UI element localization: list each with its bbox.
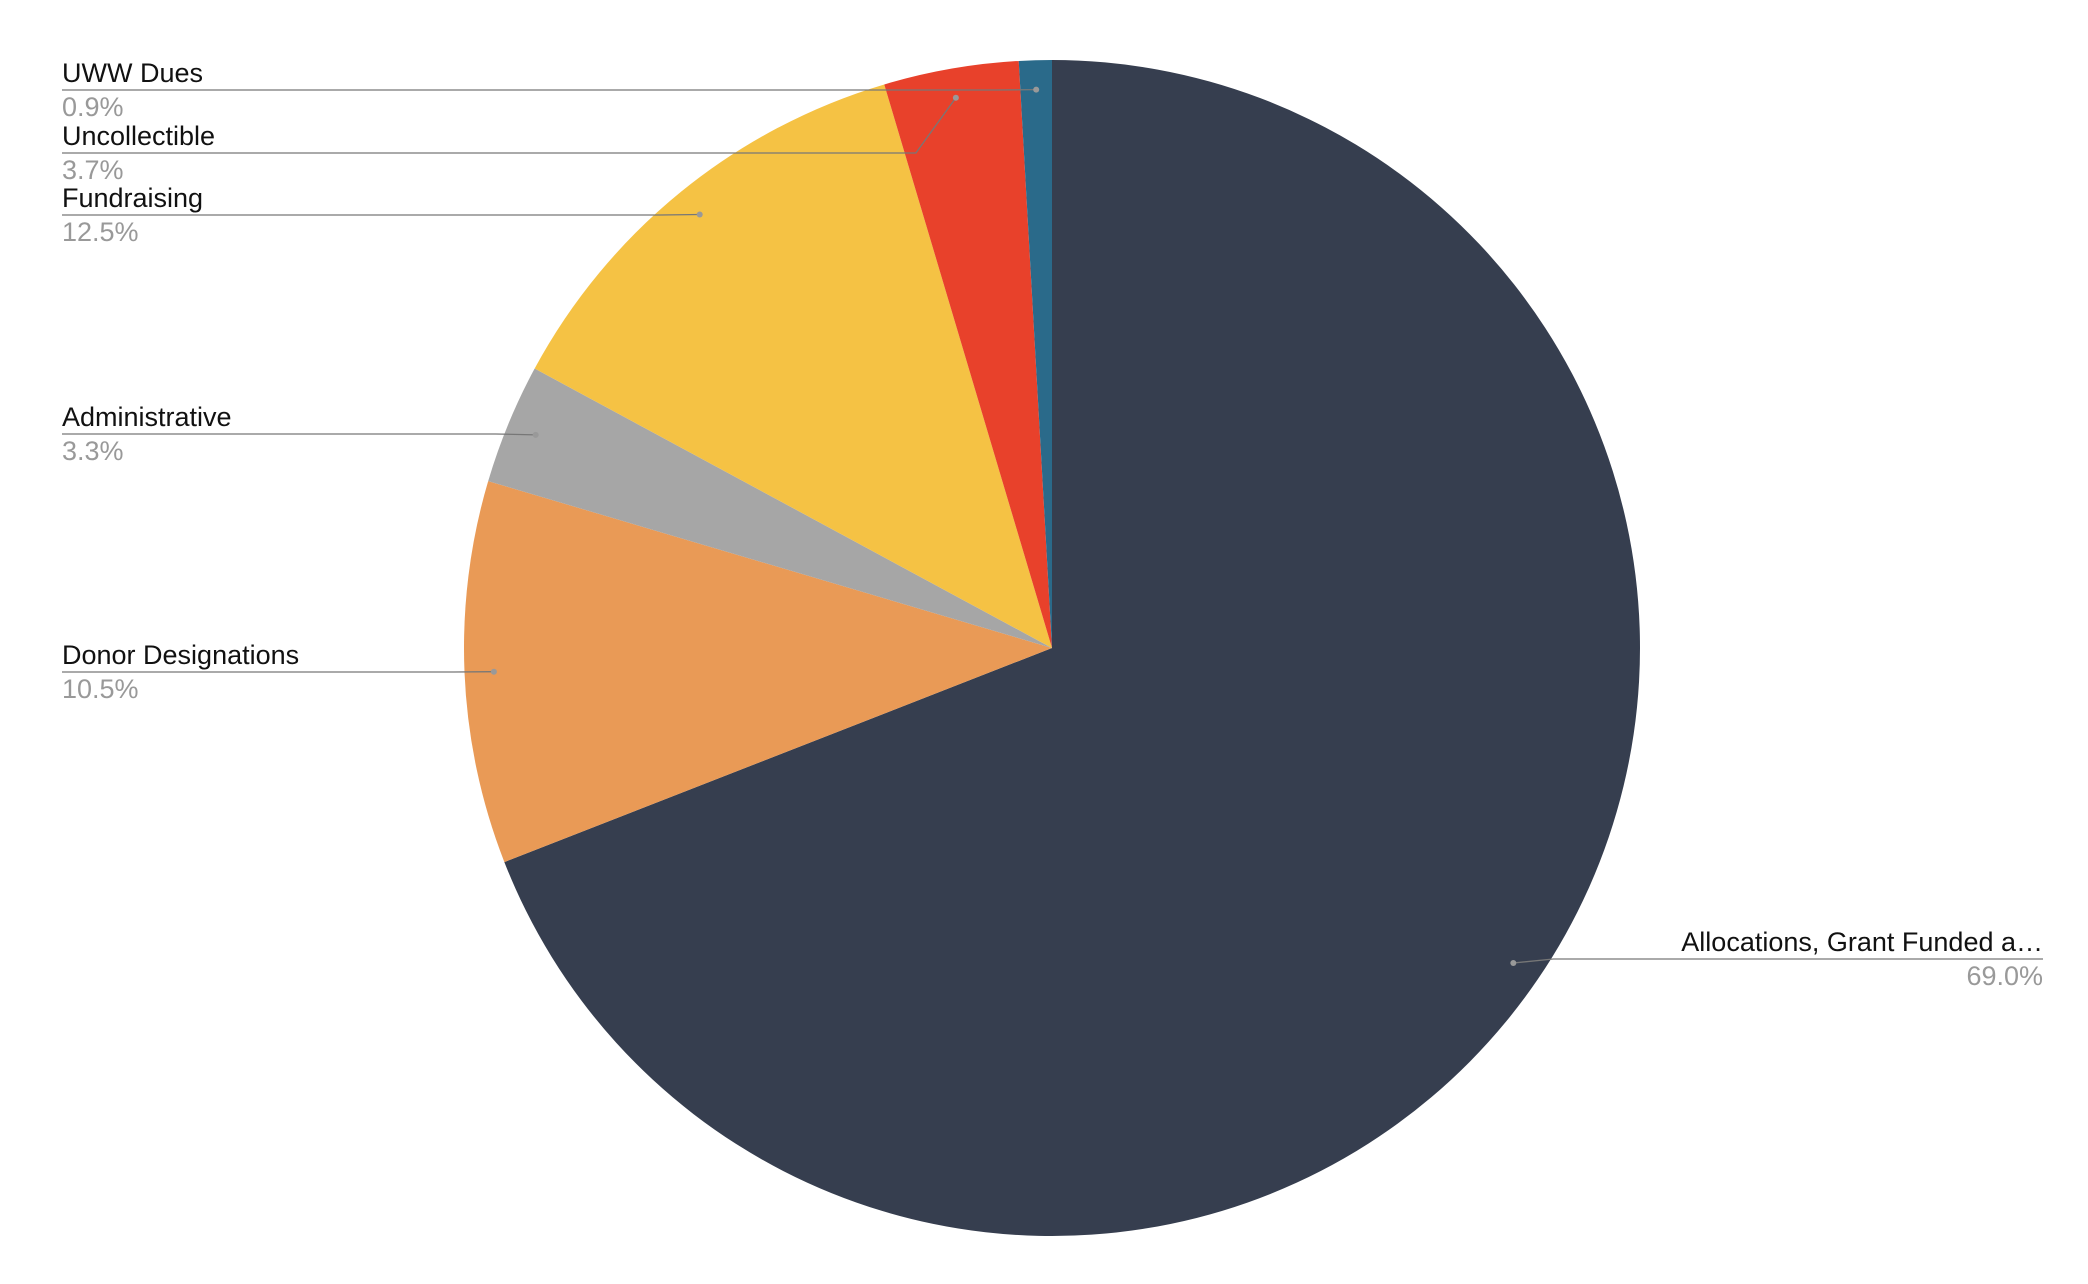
- slice-label: Administrative: [62, 402, 232, 432]
- pie-slice: [884, 60, 1052, 648]
- pie-slice: [534, 84, 1052, 649]
- leader-dot: [532, 431, 539, 438]
- slice-value-label: 10.5%: [62, 674, 139, 704]
- slice-value-label: 3.3%: [62, 436, 124, 466]
- slice-value-label: 0.9%: [62, 92, 124, 122]
- slice-label: Uncollectible: [62, 121, 215, 151]
- pie-slice: [1018, 60, 1052, 648]
- pie-slice: [488, 368, 1052, 648]
- leader-dot: [490, 668, 497, 675]
- leader-dot: [1510, 959, 1517, 966]
- slice-value-label: 69.0%: [1966, 961, 2043, 991]
- slice-value-label: 3.7%: [62, 155, 124, 185]
- leader-line: [62, 97, 957, 154]
- pie-slice: [504, 60, 1641, 1236]
- pie-slice: [463, 481, 1052, 863]
- leader-line: [62, 213, 700, 216]
- leader-dot: [952, 94, 959, 101]
- leader-line: [62, 433, 536, 436]
- leader-dot: [1033, 86, 1040, 93]
- leader-line: [1513, 958, 2043, 964]
- slice-label: Donor Designations: [62, 640, 299, 670]
- slice-label: Fundraising: [62, 183, 203, 213]
- slice-label: UWW Dues: [62, 58, 203, 88]
- slice-value-label: 12.5%: [62, 217, 139, 247]
- leader-dot: [696, 211, 703, 218]
- slice-label: Allocations, Grant Funded a…: [1681, 927, 2043, 957]
